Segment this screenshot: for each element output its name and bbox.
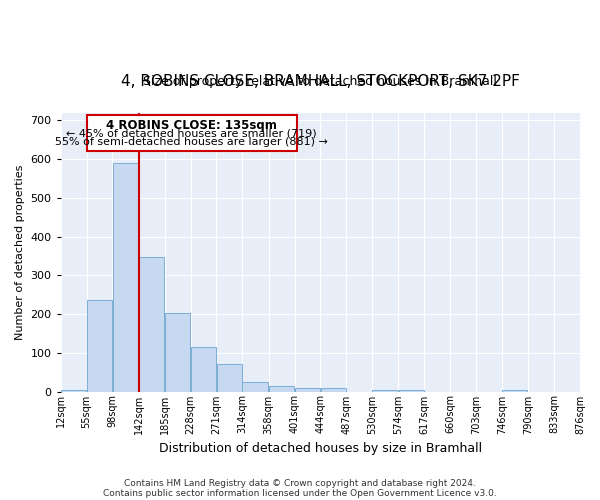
Bar [295,388,320,392]
Bar [113,163,138,392]
Text: Contains public sector information licensed under the Open Government Licence v3: Contains public sector information licen… [103,488,497,498]
Text: 4 ROBINS CLOSE: 135sqm: 4 ROBINS CLOSE: 135sqm [106,118,277,132]
Text: Contains HM Land Registry data © Crown copyright and database right 2024.: Contains HM Land Registry data © Crown c… [124,478,476,488]
Bar [372,390,398,392]
Bar [191,346,216,392]
Bar [139,257,164,392]
Bar [399,390,424,392]
FancyBboxPatch shape [86,114,297,150]
Text: 4, ROBINS CLOSE, BRAMHALL, STOCKPORT, SK7 2PF: 4, ROBINS CLOSE, BRAMHALL, STOCKPORT, SK… [121,74,520,89]
Bar [269,386,294,392]
X-axis label: Distribution of detached houses by size in Bramhall: Distribution of detached houses by size … [159,442,482,455]
Text: ← 45% of detached houses are smaller (719): ← 45% of detached houses are smaller (71… [67,128,317,138]
Bar [242,382,268,392]
Text: 55% of semi-detached houses are larger (881) →: 55% of semi-detached houses are larger (… [55,137,328,147]
Title: Size of property relative to detached houses in Bramhall: Size of property relative to detached ho… [143,75,497,88]
Bar [165,313,190,392]
Bar [217,364,242,392]
Y-axis label: Number of detached properties: Number of detached properties [15,164,25,340]
Bar [87,300,112,392]
Bar [61,390,86,392]
Bar [502,390,527,392]
Bar [320,388,346,392]
